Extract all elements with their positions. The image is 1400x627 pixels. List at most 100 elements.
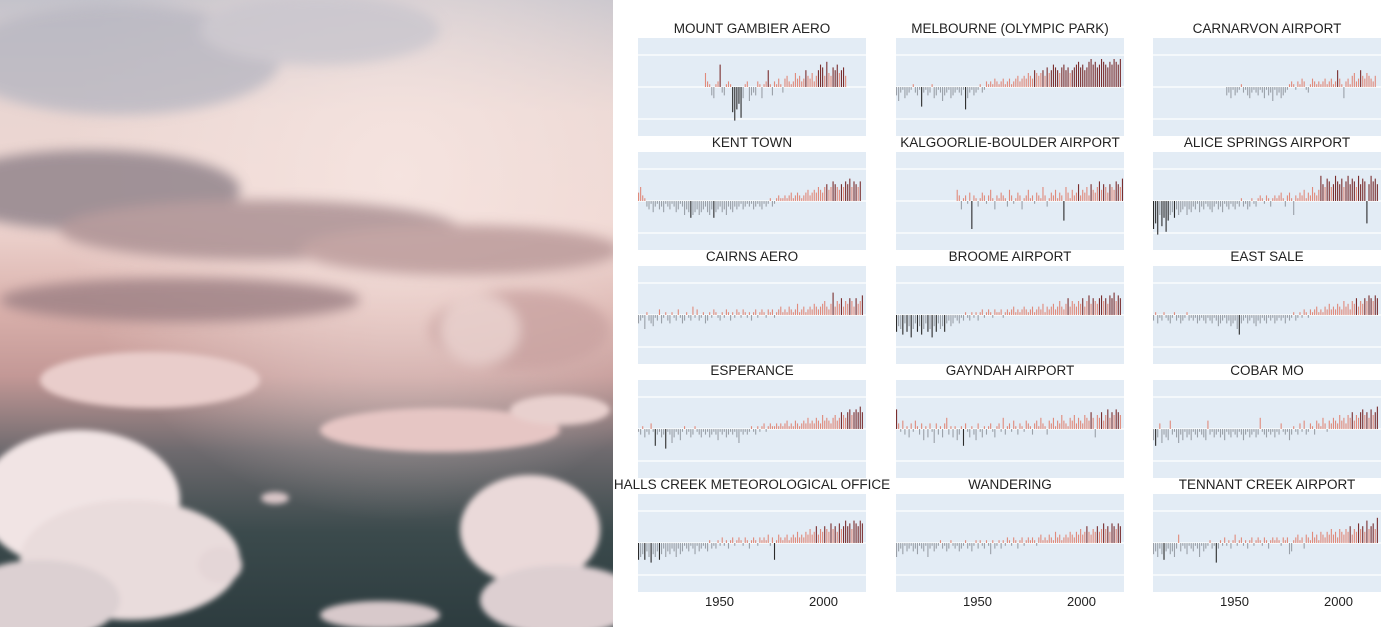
anomaly-bar	[988, 426, 989, 429]
anomaly-bar	[734, 201, 735, 207]
anomaly-bar	[837, 65, 838, 87]
anomaly-bar	[711, 429, 712, 435]
anomaly-bar	[1109, 184, 1110, 201]
anomaly-bar	[921, 315, 922, 335]
anomaly-bar	[853, 412, 854, 429]
anomaly-bar	[669, 201, 670, 209]
anomaly-bar	[1289, 543, 1290, 554]
anomaly-bar	[1097, 526, 1098, 543]
anomaly-bar	[653, 429, 654, 432]
anomaly-bar	[768, 201, 769, 204]
anomaly-bar	[1339, 307, 1340, 315]
station-panel: ESPERANCE	[638, 362, 866, 478]
anomaly-bar	[851, 415, 852, 429]
anomaly-bar	[1180, 201, 1181, 212]
anomaly-bar	[1226, 429, 1227, 432]
anomaly-bar	[1362, 409, 1363, 429]
anomaly-bar	[1331, 309, 1332, 315]
anomaly-bar	[1310, 423, 1311, 429]
anomaly-bar	[994, 201, 995, 209]
anomaly-bar	[1001, 81, 1002, 87]
anomaly-bar	[766, 81, 767, 87]
anomaly-bar	[697, 309, 698, 315]
anomaly-bar	[1049, 198, 1050, 201]
anomaly-bar	[1161, 315, 1162, 321]
anomaly-bar	[1161, 429, 1162, 443]
anomaly-bar	[1230, 87, 1231, 98]
anomaly-bar	[1345, 529, 1346, 543]
anomaly-bar	[860, 407, 861, 429]
anomaly-bar	[961, 426, 962, 429]
x-tick-label: 1950	[963, 594, 992, 609]
anomaly-bar	[1209, 201, 1210, 209]
anomaly-bar	[699, 201, 700, 215]
anomaly-bar	[896, 87, 897, 95]
anomaly-bar	[932, 429, 933, 432]
panel-plot	[638, 266, 866, 364]
anomaly-bar	[770, 543, 771, 546]
anomaly-bar	[705, 201, 706, 207]
anomaly-bar	[1287, 315, 1288, 318]
anomaly-bar	[1362, 179, 1363, 201]
anomaly-bar	[1097, 304, 1098, 315]
anomaly-bar	[1176, 543, 1177, 549]
anomaly-bar	[1005, 312, 1006, 315]
anomaly-bar	[1026, 421, 1027, 429]
anomaly-bar	[1061, 307, 1062, 315]
anomaly-bar	[1189, 201, 1190, 209]
anomaly-bar	[814, 190, 815, 201]
anomaly-bar	[1256, 429, 1257, 437]
anomaly-bar	[810, 195, 811, 201]
anomaly-bar	[1218, 201, 1219, 209]
anomaly-bar	[896, 409, 897, 429]
anomaly-bar	[1224, 537, 1225, 543]
anomaly-bar	[751, 315, 752, 321]
anomaly-bar	[1170, 543, 1171, 554]
anomaly-bar	[1040, 73, 1041, 87]
anomaly-bar	[761, 540, 762, 543]
anomaly-bar	[1366, 73, 1367, 87]
anomaly-bar	[990, 423, 991, 429]
anomaly-bar	[1329, 421, 1330, 429]
anomaly-bar	[1015, 198, 1016, 201]
anomaly-bar	[1314, 537, 1315, 543]
anomaly-bar	[952, 315, 953, 323]
anomaly-bar	[946, 315, 947, 323]
anomaly-bar	[1345, 81, 1346, 87]
anomaly-bar	[1153, 201, 1154, 229]
anomaly-bar	[965, 540, 966, 543]
anomaly-bar	[843, 307, 844, 315]
anomaly-bar	[707, 429, 708, 432]
anomaly-bar	[818, 309, 819, 315]
anomaly-bar	[1007, 426, 1008, 429]
anomaly-bar	[929, 423, 930, 429]
anomaly-bar	[722, 429, 723, 435]
anomaly-bar	[955, 543, 956, 549]
cloud-sky-image	[0, 0, 613, 627]
anomaly-bar	[1038, 537, 1039, 543]
anomaly-bar	[1232, 540, 1233, 543]
anomaly-bar	[717, 429, 718, 440]
anomaly-bar	[1159, 543, 1160, 549]
anomaly-bar	[999, 198, 1000, 201]
anomaly-bar	[1318, 312, 1319, 315]
anomaly-bar	[1253, 315, 1254, 323]
anomaly-bar	[1097, 67, 1098, 87]
anomaly-bar	[1354, 181, 1355, 201]
anomaly-bar	[709, 201, 710, 215]
anomaly-bar	[1070, 418, 1071, 429]
anomaly-bar	[969, 87, 970, 93]
anomaly-bar	[690, 315, 691, 321]
anomaly-bar	[1051, 307, 1052, 315]
anomaly-bar	[1251, 87, 1252, 93]
anomaly-bar	[755, 429, 756, 435]
anomaly-bar	[1086, 67, 1087, 87]
station-panel: KENT TOWN	[638, 134, 866, 250]
anomaly-bar	[736, 201, 737, 209]
anomaly-bar	[1237, 87, 1238, 93]
anomaly-bar	[1076, 423, 1077, 429]
anomaly-bar	[1101, 295, 1102, 315]
anomaly-bar	[948, 543, 949, 549]
anomaly-bar	[782, 198, 783, 201]
anomaly-bar	[946, 543, 947, 551]
